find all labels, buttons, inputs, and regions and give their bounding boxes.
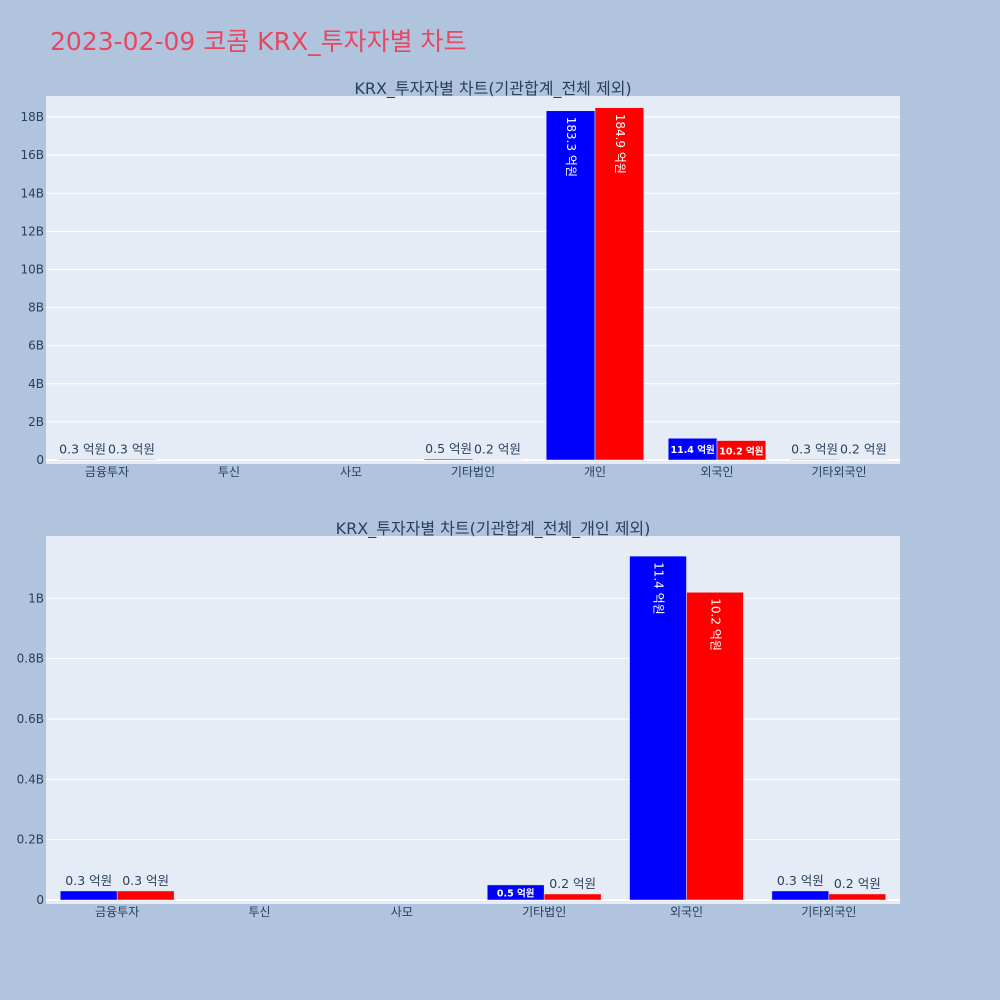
data-label: 0.2 억원 (840, 442, 887, 457)
y-tick-label: 16B (20, 148, 44, 162)
x-tick-label: 금융투자 (85, 465, 129, 479)
bar-buy (629, 555, 687, 901)
data-label: 0.3 억원 (791, 441, 838, 456)
data-label: 0.5 억원 (425, 441, 472, 456)
chart-title: KRX_투자자별 차트(기관합계_전체 제외) (354, 79, 631, 99)
data-label: 184.9 억원 (613, 114, 627, 174)
y-tick-label: 1B (28, 591, 44, 605)
y-tick-label: 14B (20, 186, 44, 200)
y-tick-label: 0 (36, 893, 44, 907)
bar-sell (716, 440, 767, 461)
y-tick-label: 18B (20, 110, 44, 124)
data-label: 10.2 억원 (708, 598, 722, 651)
y-tick-label: 0.6B (17, 712, 44, 726)
x-tick-label: 사모 (340, 465, 362, 479)
data-label: 0.3 억원 (777, 873, 824, 888)
chart-2: 0 0.2B 0.4B 0.6B 0.8B 1B KRX_투자자별 차트(기관합계_전체_개… (17, 519, 900, 919)
data-label: 0.2 억원 (474, 442, 521, 457)
data-label: 0.2 억원 (549, 876, 596, 891)
x-tick-label: 외국인 (700, 465, 733, 479)
y-tick-label: 2B (28, 415, 44, 429)
bar-buy (789, 459, 840, 461)
x-tick-label: 투신 (248, 905, 270, 919)
bar-sell (116, 890, 175, 901)
bar-buy (57, 459, 108, 461)
data-label: 0.2 억원 (834, 876, 881, 891)
y-tick-label: 0 (36, 453, 44, 467)
data-label: 0.3 억원 (122, 873, 169, 888)
x-tick-label: 개인 (584, 465, 606, 479)
data-label: 10.2 억원 (719, 445, 763, 457)
data-label: 11.4 억원 (652, 562, 666, 615)
data-label: 0.3 억원 (65, 873, 112, 888)
bar-sell (106, 459, 157, 461)
bar-buy (545, 110, 596, 461)
x-tick-label: 기타법인 (522, 905, 566, 919)
bar-buy (486, 884, 545, 901)
y-tick-label: 4B (28, 377, 44, 391)
bar-buy (423, 458, 474, 461)
bar-sell (828, 893, 887, 901)
x-tick-label: 금융투자 (95, 905, 139, 919)
y-tick-label: 8B (28, 301, 44, 315)
x-tick-label: 기타외국인 (801, 905, 856, 919)
bar-sell (594, 107, 645, 461)
y-tick-label: 0.4B (17, 772, 44, 786)
bar-sell (686, 592, 744, 901)
x-tick-label: 기타법인 (451, 465, 495, 479)
chart-1: 0 2B 4B 6B 8B 10B 12B 14B 16B 18B KRX_투자자별 차트(기관합계… (20, 79, 900, 479)
plot-area (46, 96, 900, 464)
bar-buy (59, 890, 118, 901)
x-tick-label: 사모 (391, 905, 413, 919)
y-tick-label: 6B (28, 339, 44, 353)
x-tick-label: 기타외국인 (811, 465, 866, 479)
x-tick-label: 외국인 (670, 905, 703, 919)
page-title: 2023-02-09 코콤 KRX_투자자별 차트 (50, 27, 467, 56)
y-tick-label: 0.2B (17, 833, 44, 847)
plot-area (46, 536, 900, 904)
x-tick-label: 투신 (218, 465, 240, 479)
data-label: 183.3 억원 (564, 117, 578, 177)
y-tick-label: 12B (20, 224, 44, 238)
data-label: 11.4 억원 (670, 444, 714, 456)
data-label: 0.3 억원 (59, 441, 106, 456)
bar-buy (771, 890, 830, 901)
data-label: 0.5 억원 (497, 887, 535, 899)
data-label: 0.3 억원 (108, 441, 155, 456)
bar-sell (543, 893, 602, 901)
chart-title: KRX_투자자별 차트(기관합계_전체_개인 제외) (336, 519, 651, 539)
y-tick-label: 0.8B (17, 652, 44, 666)
y-tick-label: 10B (20, 262, 44, 276)
